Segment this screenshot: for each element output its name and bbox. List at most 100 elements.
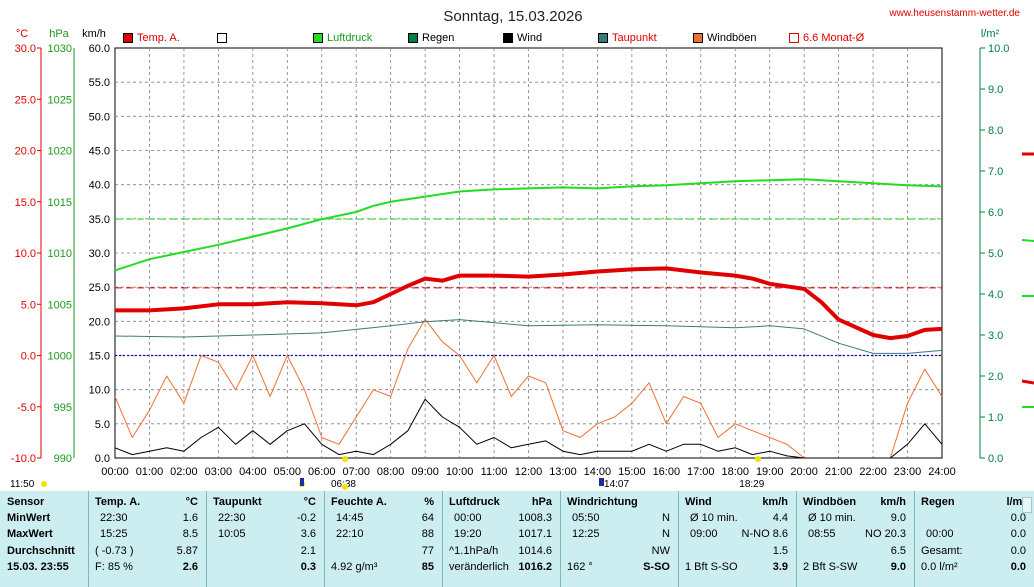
pressure-current-marker: [1021, 239, 1034, 242]
table-header-unit: °C: [185, 496, 198, 508]
table-column: [678, 491, 797, 587]
row-label: 15.03. 23:55: [7, 561, 69, 573]
table-cell-value: 1014.6: [518, 545, 552, 557]
table-cell-time: 162 °: [567, 561, 593, 573]
table-header-unit: hPa: [531, 496, 552, 508]
table-cell-time: ^1.1hPa/h: [449, 545, 499, 557]
table-cell-value: 77: [421, 545, 434, 557]
legend-item: Regen: [408, 31, 454, 45]
legend-label: Taupunkt: [612, 32, 657, 44]
table-header: Feuchte A.: [331, 496, 387, 508]
table-cell-value: 1.5: [772, 545, 788, 557]
sun-marker-label: 14:07: [604, 479, 629, 490]
legend-item: Wind: [503, 31, 542, 45]
table-cell-value: 85: [421, 561, 434, 573]
temp-tick-label: 0.0: [21, 351, 36, 363]
legend-label: Temp. A.: [137, 32, 180, 44]
legend-label: Regen: [422, 32, 455, 44]
time-tick-label: 24:00: [928, 466, 956, 478]
pressure-tick-label: 1020: [48, 146, 72, 158]
website-link[interactable]: www.heusenstamm-wetter.de: [888, 8, 1020, 19]
legend-item: 6.6 Monat-Ø: [789, 31, 864, 45]
wind-tick-label: 50.0: [89, 111, 110, 123]
table-column: [442, 491, 561, 587]
table-cell-value: 0.0: [1010, 545, 1026, 557]
table-column: [796, 491, 915, 587]
wind-tick-label: 20.0: [89, 316, 110, 328]
table-cell-value: 8.5: [182, 528, 198, 540]
table-cell-value: NW: [651, 545, 670, 557]
table-header: Regen: [921, 496, 955, 508]
table-cell-time: Ø 10 min.: [690, 512, 738, 524]
table-cell-time: 0.0 l/m²: [921, 561, 958, 573]
moon-marker: [300, 478, 304, 486]
table-header-unit: km/h: [880, 496, 906, 508]
table-cell-time: 22:10: [336, 528, 364, 540]
axis-labels: 60.0 55.0 50.0 45.0 40.0 35.0 30.0 25.0 20.0 15.0…: [10, 43, 1034, 490]
pressure-tick-label: 995: [54, 402, 72, 414]
wind-tick-label: 55.0: [89, 77, 110, 89]
wind-tick-label: 30.0: [89, 248, 110, 260]
table-cell-value: 3.6: [300, 528, 316, 540]
legend-swatch: [598, 33, 608, 43]
sun-marker-label: 11:50: [10, 479, 35, 490]
rain-tick-label: 6.0: [988, 207, 1003, 219]
table-header: Temp. A.: [95, 496, 141, 508]
chart-grid: [114, 47, 943, 459]
legend-swatch: [313, 33, 323, 43]
table-column: [914, 491, 1034, 587]
rain-tick-label: 3.0: [988, 330, 1003, 342]
legend-item: [217, 31, 231, 45]
pressure-tick-label: 990: [54, 453, 72, 465]
time-tick-label: 01:00: [136, 466, 164, 478]
pressure-tick-label: 1000: [48, 351, 72, 363]
table-cell-time: 08:55: [808, 528, 836, 540]
pressure-tick-label: 1015: [48, 197, 72, 209]
legend-label: Windböen: [707, 32, 757, 44]
rain-tick-label: 9.0: [988, 84, 1003, 96]
temp-tick-label: 25.0: [15, 94, 36, 106]
time-tick-label: 13:00: [549, 466, 577, 478]
legend-swatch: [217, 33, 227, 43]
table-cell-value: 0.0: [1010, 561, 1026, 573]
rain-tick-label: 8.0: [988, 125, 1003, 137]
time-tick-label: 05:00: [274, 466, 302, 478]
temp-tick-label: 30.0: [15, 43, 36, 55]
rain-tick-label: 4.0: [988, 289, 1003, 301]
sun-dot: [342, 456, 348, 462]
legend-label: Luftdruck: [327, 32, 373, 44]
table-cell-value: S-SO: [643, 561, 670, 573]
table-cell-value: 9.0: [890, 561, 906, 573]
table-cell-time: 22:30: [218, 512, 246, 524]
time-tick-label: 22:00: [859, 466, 887, 478]
table-cell-value: 0.3: [300, 561, 316, 573]
rain-unit-label: l/m²: [981, 28, 1000, 40]
wind-tick-label: 15.0: [89, 351, 110, 363]
table-header-unit: %: [424, 496, 434, 508]
table-column: [206, 491, 325, 587]
table-header-unit: km/h: [762, 496, 788, 508]
legend-label: Wind: [517, 32, 543, 44]
row-label: MaxWert: [7, 528, 53, 540]
table-cell-value: 4.4: [772, 512, 788, 524]
moon-marker: [599, 478, 604, 486]
table-cell-value: N-NO 8.6: [741, 528, 788, 540]
rain-tick-label: 1.0: [988, 412, 1003, 424]
series-wind-line: [114, 398, 943, 459]
pressure-tick-label: 1030: [48, 43, 72, 55]
time-tick-label: 02:00: [170, 466, 198, 478]
table-cell-value: 3.9: [772, 561, 788, 573]
time-tick-label: 12:00: [515, 466, 543, 478]
table-cell-value: 5.87: [176, 545, 198, 557]
rain-tick-label: 7.0: [988, 166, 1003, 178]
table-cell-value: 2.6: [182, 561, 198, 573]
table-header: Windböen: [803, 496, 857, 508]
legend-item: Taupunkt: [598, 31, 657, 45]
table-cell-time: 10:05: [218, 528, 246, 540]
table-cell-value: 6.5: [890, 545, 906, 557]
legend-label: 6.6 Monat-Ø: [803, 32, 865, 44]
table-cell-time: 15:25: [100, 528, 128, 540]
legend-swatch: [693, 33, 703, 43]
pressure-tick-label: 1025: [48, 94, 72, 106]
table-header-unit: l/m²: [1006, 496, 1026, 508]
